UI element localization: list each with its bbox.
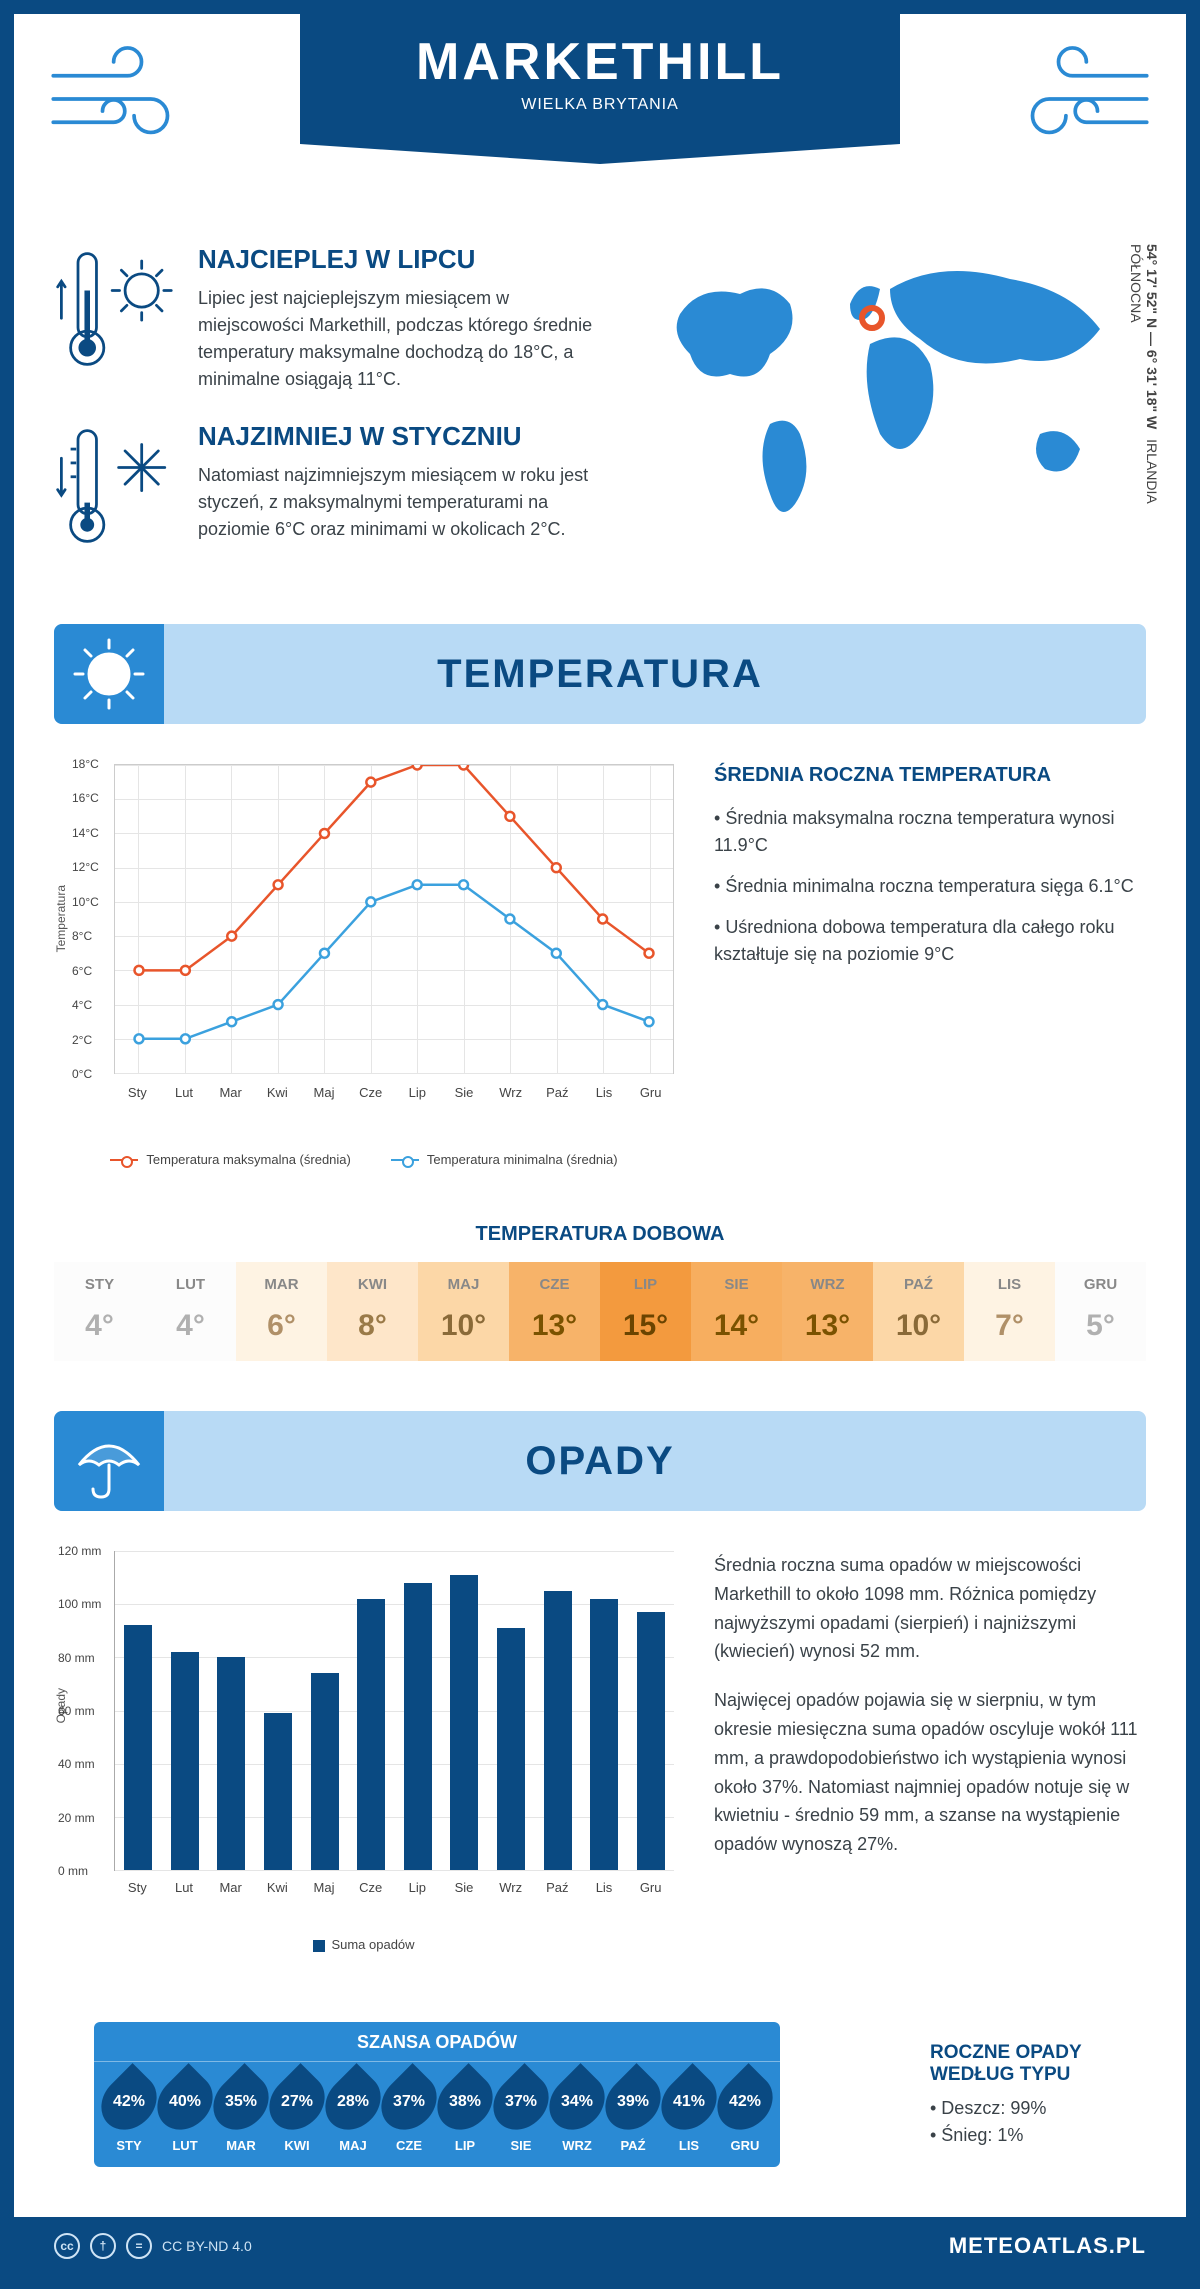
daily-cell: CZE13° <box>509 1262 600 1361</box>
chance-drop: 28%MAJ <box>328 2072 378 2153</box>
fact-hot: NAJCIEPLEJ W LIPCU Lipiec jest najcieple… <box>54 244 594 393</box>
daily-cell: SIE14° <box>691 1262 782 1361</box>
chance-drop: 34%WRZ <box>552 2072 602 2153</box>
city-name: MARKETHILL <box>300 32 900 92</box>
cc-icon: cc <box>54 2233 80 2259</box>
precip-band: OPADY <box>54 1411 1146 1511</box>
umbrella-icon <box>54 1411 164 1511</box>
header: MARKETHILL WIELKA BRYTANIA <box>14 14 1186 224</box>
temp-stats-list: Średnia maksymalna roczna temperatura wy… <box>714 805 1146 968</box>
temp-band: TEMPERATURA <box>54 624 1146 724</box>
precip-section-title: OPADY <box>525 1439 674 1484</box>
daily-cell: PAŹ10° <box>873 1262 964 1361</box>
coord-value: 54° 17' 52" N — 6° 31' 18" W <box>1144 244 1160 429</box>
chance-drop: 39%PAŹ <box>608 2072 658 2153</box>
legend-max: Temperatura maksymalna (średnia) <box>146 1152 350 1167</box>
chance-drop: 37%CZE <box>384 2072 434 2153</box>
temp-y-axis-label: Temperatura <box>54 885 68 952</box>
daily-cell: LIS7° <box>964 1262 1055 1361</box>
precip-bar-chart: Opady 0 mm20 mm40 mm60 mm80 mm100 mm120 … <box>54 1551 674 1931</box>
chance-drop: 27%KWI <box>272 2072 322 2153</box>
license: cc † = CC BY-ND 4.0 <box>54 2233 252 2259</box>
temp-stats-title: ŚREDNIA ROCZNA TEMPERATURA <box>714 764 1146 787</box>
temp-section-title: TEMPERATURA <box>437 652 763 697</box>
precip-p2: Najwięcej opadów pojawia się w sierpniu,… <box>714 1686 1146 1859</box>
chance-title: SZANSA OPADÓW <box>94 2032 780 2062</box>
precip-types: ROCZNE OPADY WEDŁUG TYPU • Deszcz: 99%• … <box>860 2022 1146 2146</box>
types-title: ROCZNE OPADY WEDŁUG TYPU <box>930 2042 1146 2086</box>
daily-cell: WRZ13° <box>782 1262 873 1361</box>
fact-cold-text: Natomiast najzimniejszym miesiącem w rok… <box>198 462 594 543</box>
daily-cell: KWI8° <box>327 1262 418 1361</box>
daily-title: TEMPERATURA DOBOWA <box>14 1223 1186 1246</box>
by-icon: † <box>90 2233 116 2259</box>
chance-drop: 42%STY <box>104 2072 154 2153</box>
wind-icon-right <box>1026 44 1156 159</box>
fact-hot-text: Lipiec jest najcieplejszym miesiącem w m… <box>198 285 594 393</box>
fact-hot-title: NAJCIEPLEJ W LIPCU <box>198 244 594 275</box>
legend-min: Temperatura minimalna (średnia) <box>427 1152 618 1167</box>
chance-drop: 38%LIP <box>440 2072 490 2153</box>
chance-drop: 35%MAR <box>216 2072 266 2153</box>
chance-drop: 40%LUT <box>160 2072 210 2153</box>
chance-drop: 41%LIS <box>664 2072 714 2153</box>
fact-cold-title: NAJZIMNIEJ W STYCZNIU <box>198 421 594 452</box>
footer: cc † = CC BY-ND 4.0 METEOATLAS.PL <box>14 2217 1186 2275</box>
chance-drop: 37%SIE <box>496 2072 546 2153</box>
chance-of-rain: SZANSA OPADÓW 42%STY40%LUT35%MAR27%KWI28… <box>94 2022 780 2167</box>
daily-cell: MAJ10° <box>418 1262 509 1361</box>
precip-p1: Średnia roczna suma opadów w miejscowośc… <box>714 1551 1146 1666</box>
chance-drop: 42%GRU <box>720 2072 770 2153</box>
world-map: 54° 17' 52" N — 6° 31' 18" W IRLANDIA PÓ… <box>634 244 1146 584</box>
country-name: WIELKA BRYTANIA <box>300 96 900 114</box>
coordinates: 54° 17' 52" N — 6° 31' 18" W IRLANDIA PÓ… <box>1128 244 1160 584</box>
daily-cell: GRU5° <box>1055 1262 1146 1361</box>
precip-legend-label: Suma opadów <box>331 1937 414 1952</box>
license-text: CC BY-ND 4.0 <box>162 2238 252 2254</box>
sun-icon <box>54 624 164 724</box>
precip-legend: Suma opadów <box>54 1937 674 1952</box>
daily-cell: STY4° <box>54 1262 145 1361</box>
temp-line-chart: Temperatura 0°C2°C4°C6°C8°C10°C12°C14°C1… <box>54 764 674 1144</box>
temp-legend: Temperatura maksymalna (średnia) Tempera… <box>54 1152 674 1167</box>
wind-icon-left <box>44 44 174 159</box>
thermo-snow-icon <box>54 421 174 556</box>
nd-icon: = <box>126 2233 152 2259</box>
title-banner: MARKETHILL WIELKA BRYTANIA <box>300 14 900 144</box>
fact-cold: NAJZIMNIEJ W STYCZNIU Natomiast najzimni… <box>54 421 594 556</box>
daily-cell: LIP15° <box>600 1262 691 1361</box>
daily-temp-grid: STY4°LUT4°MAR6°KWI8°MAJ10°CZE13°LIP15°SI… <box>54 1262 1146 1361</box>
thermo-sun-icon <box>54 244 174 393</box>
daily-cell: LUT4° <box>145 1262 236 1361</box>
daily-cell: MAR6° <box>236 1262 327 1361</box>
site-name: METEOATLAS.PL <box>949 2233 1146 2259</box>
